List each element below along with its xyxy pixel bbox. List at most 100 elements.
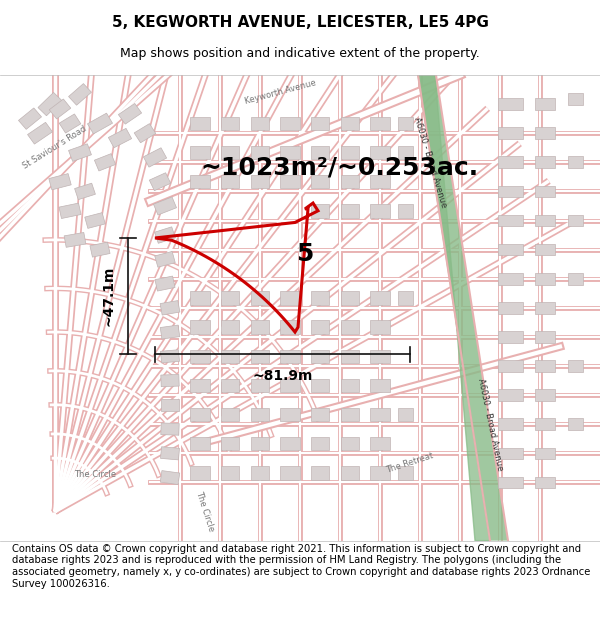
Polygon shape — [568, 418, 583, 430]
Polygon shape — [68, 84, 91, 105]
Polygon shape — [568, 93, 583, 105]
Polygon shape — [370, 117, 390, 130]
Text: A6030 - Broad Avenue: A6030 - Broad Avenue — [476, 378, 504, 471]
Polygon shape — [88, 113, 113, 134]
Polygon shape — [68, 144, 91, 161]
Polygon shape — [497, 244, 523, 256]
Polygon shape — [370, 349, 390, 363]
Text: St Saviour's Road: St Saviour's Road — [22, 124, 88, 171]
Text: ~1023m²/~0.253ac.: ~1023m²/~0.253ac. — [200, 155, 478, 179]
Polygon shape — [155, 227, 175, 243]
Polygon shape — [311, 117, 329, 130]
Polygon shape — [535, 389, 555, 401]
Polygon shape — [497, 98, 523, 110]
Polygon shape — [190, 379, 210, 392]
Polygon shape — [535, 360, 555, 372]
Polygon shape — [190, 117, 210, 130]
Polygon shape — [370, 146, 390, 159]
Text: A6030 - Broad Avenue: A6030 - Broad Avenue — [412, 116, 448, 209]
Polygon shape — [341, 291, 359, 305]
Polygon shape — [251, 379, 269, 392]
Polygon shape — [535, 418, 555, 430]
Text: The Circle: The Circle — [74, 470, 116, 479]
Text: 5: 5 — [296, 242, 314, 266]
Polygon shape — [370, 175, 390, 189]
Polygon shape — [190, 349, 210, 363]
Polygon shape — [155, 251, 175, 268]
Polygon shape — [160, 471, 180, 484]
Polygon shape — [311, 321, 329, 334]
Polygon shape — [251, 408, 269, 421]
Polygon shape — [221, 437, 239, 451]
Polygon shape — [341, 117, 359, 130]
Polygon shape — [535, 302, 555, 314]
Polygon shape — [280, 466, 300, 479]
Polygon shape — [535, 331, 555, 342]
Polygon shape — [497, 302, 523, 314]
Polygon shape — [221, 146, 239, 159]
Polygon shape — [311, 379, 329, 392]
Polygon shape — [251, 175, 269, 189]
Polygon shape — [370, 321, 390, 334]
Polygon shape — [280, 379, 300, 392]
Polygon shape — [251, 466, 269, 479]
Polygon shape — [370, 379, 390, 392]
Polygon shape — [568, 273, 583, 284]
Polygon shape — [535, 98, 555, 110]
Polygon shape — [341, 204, 359, 217]
Polygon shape — [94, 154, 116, 171]
Polygon shape — [190, 437, 210, 451]
Polygon shape — [161, 423, 179, 435]
Polygon shape — [311, 146, 329, 159]
Polygon shape — [568, 214, 583, 226]
Polygon shape — [398, 291, 413, 305]
Polygon shape — [160, 325, 180, 339]
Polygon shape — [497, 186, 523, 198]
Polygon shape — [370, 466, 390, 479]
Polygon shape — [311, 349, 329, 363]
Polygon shape — [535, 156, 555, 168]
Polygon shape — [190, 466, 210, 479]
Text: ~81.9m: ~81.9m — [253, 369, 313, 383]
Polygon shape — [341, 349, 359, 363]
Polygon shape — [535, 214, 555, 226]
Polygon shape — [497, 448, 523, 459]
Polygon shape — [341, 379, 359, 392]
Polygon shape — [535, 477, 555, 488]
Polygon shape — [118, 104, 142, 124]
Polygon shape — [221, 291, 239, 305]
Polygon shape — [155, 276, 175, 291]
Polygon shape — [535, 244, 555, 256]
Polygon shape — [497, 331, 523, 342]
Polygon shape — [109, 128, 131, 148]
Polygon shape — [341, 321, 359, 334]
Polygon shape — [311, 466, 329, 479]
Polygon shape — [311, 437, 329, 451]
Polygon shape — [418, 75, 490, 541]
Polygon shape — [38, 92, 62, 116]
Polygon shape — [535, 448, 555, 459]
Polygon shape — [341, 146, 359, 159]
Polygon shape — [535, 186, 555, 198]
Polygon shape — [90, 242, 110, 257]
Polygon shape — [535, 127, 555, 139]
Polygon shape — [160, 301, 180, 315]
Polygon shape — [49, 174, 71, 190]
Polygon shape — [251, 349, 269, 363]
Polygon shape — [398, 204, 413, 217]
Polygon shape — [251, 437, 269, 451]
Polygon shape — [398, 408, 413, 421]
Text: The Retreat: The Retreat — [385, 451, 435, 475]
Polygon shape — [311, 175, 329, 189]
Polygon shape — [221, 175, 239, 189]
Polygon shape — [535, 273, 555, 284]
Polygon shape — [64, 232, 86, 248]
Text: 5, KEGWORTH AVENUE, LEICESTER, LE5 4PG: 5, KEGWORTH AVENUE, LEICESTER, LE5 4PG — [112, 15, 488, 30]
Polygon shape — [398, 146, 413, 159]
Polygon shape — [568, 360, 583, 372]
Polygon shape — [143, 148, 167, 167]
Polygon shape — [49, 99, 71, 119]
Polygon shape — [280, 117, 300, 130]
Polygon shape — [221, 379, 239, 392]
Polygon shape — [251, 291, 269, 305]
